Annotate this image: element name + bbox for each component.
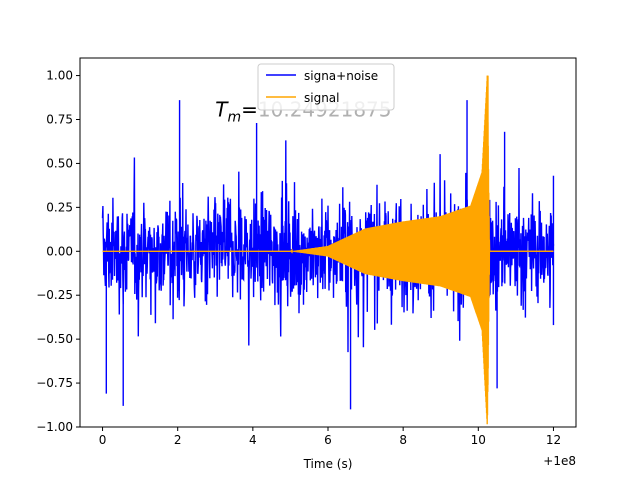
x-tick-label: 4 bbox=[249, 433, 257, 447]
tm-subscript: m bbox=[227, 110, 241, 126]
legend-label-signal: signal bbox=[304, 91, 340, 105]
x-tick-label: 0 bbox=[99, 433, 107, 447]
tm-equals: = bbox=[241, 98, 258, 122]
y-tick-label: 0.75 bbox=[46, 113, 73, 127]
y-tick-label: 0.50 bbox=[46, 156, 73, 170]
legend: signa+noise signal bbox=[257, 63, 395, 111]
x-offset-label: +1e8 bbox=[543, 454, 576, 468]
x-tick-label: 6 bbox=[324, 433, 332, 447]
y-tick-label: −0.50 bbox=[36, 332, 73, 346]
axes: 0 2 4 6 8 10 12 −1.00 −0.75 −0.50 −0.25 0.00 0.25 0.5… bbox=[36, 57, 577, 447]
legend-label-signal-noise: signa+noise bbox=[304, 69, 378, 83]
x-axis-label: Time (s) bbox=[303, 457, 353, 471]
series-signal-line bbox=[102, 75, 554, 425]
y-tick-label: −0.25 bbox=[36, 288, 73, 302]
y-tick-label: 0.25 bbox=[46, 200, 73, 214]
plot-area bbox=[101, 75, 555, 425]
x-tick-label: 12 bbox=[546, 433, 561, 447]
x-tick-label: 8 bbox=[399, 433, 407, 447]
y-tick-label: 1.00 bbox=[46, 69, 73, 83]
y-tick-label: −0.75 bbox=[36, 376, 73, 390]
y-tick-label: 0.00 bbox=[46, 244, 73, 258]
x-tick-label: 2 bbox=[174, 433, 182, 447]
y-tick-label: −1.00 bbox=[36, 420, 73, 434]
tm-symbol: T bbox=[215, 98, 229, 122]
x-tick-label: 10 bbox=[471, 433, 486, 447]
